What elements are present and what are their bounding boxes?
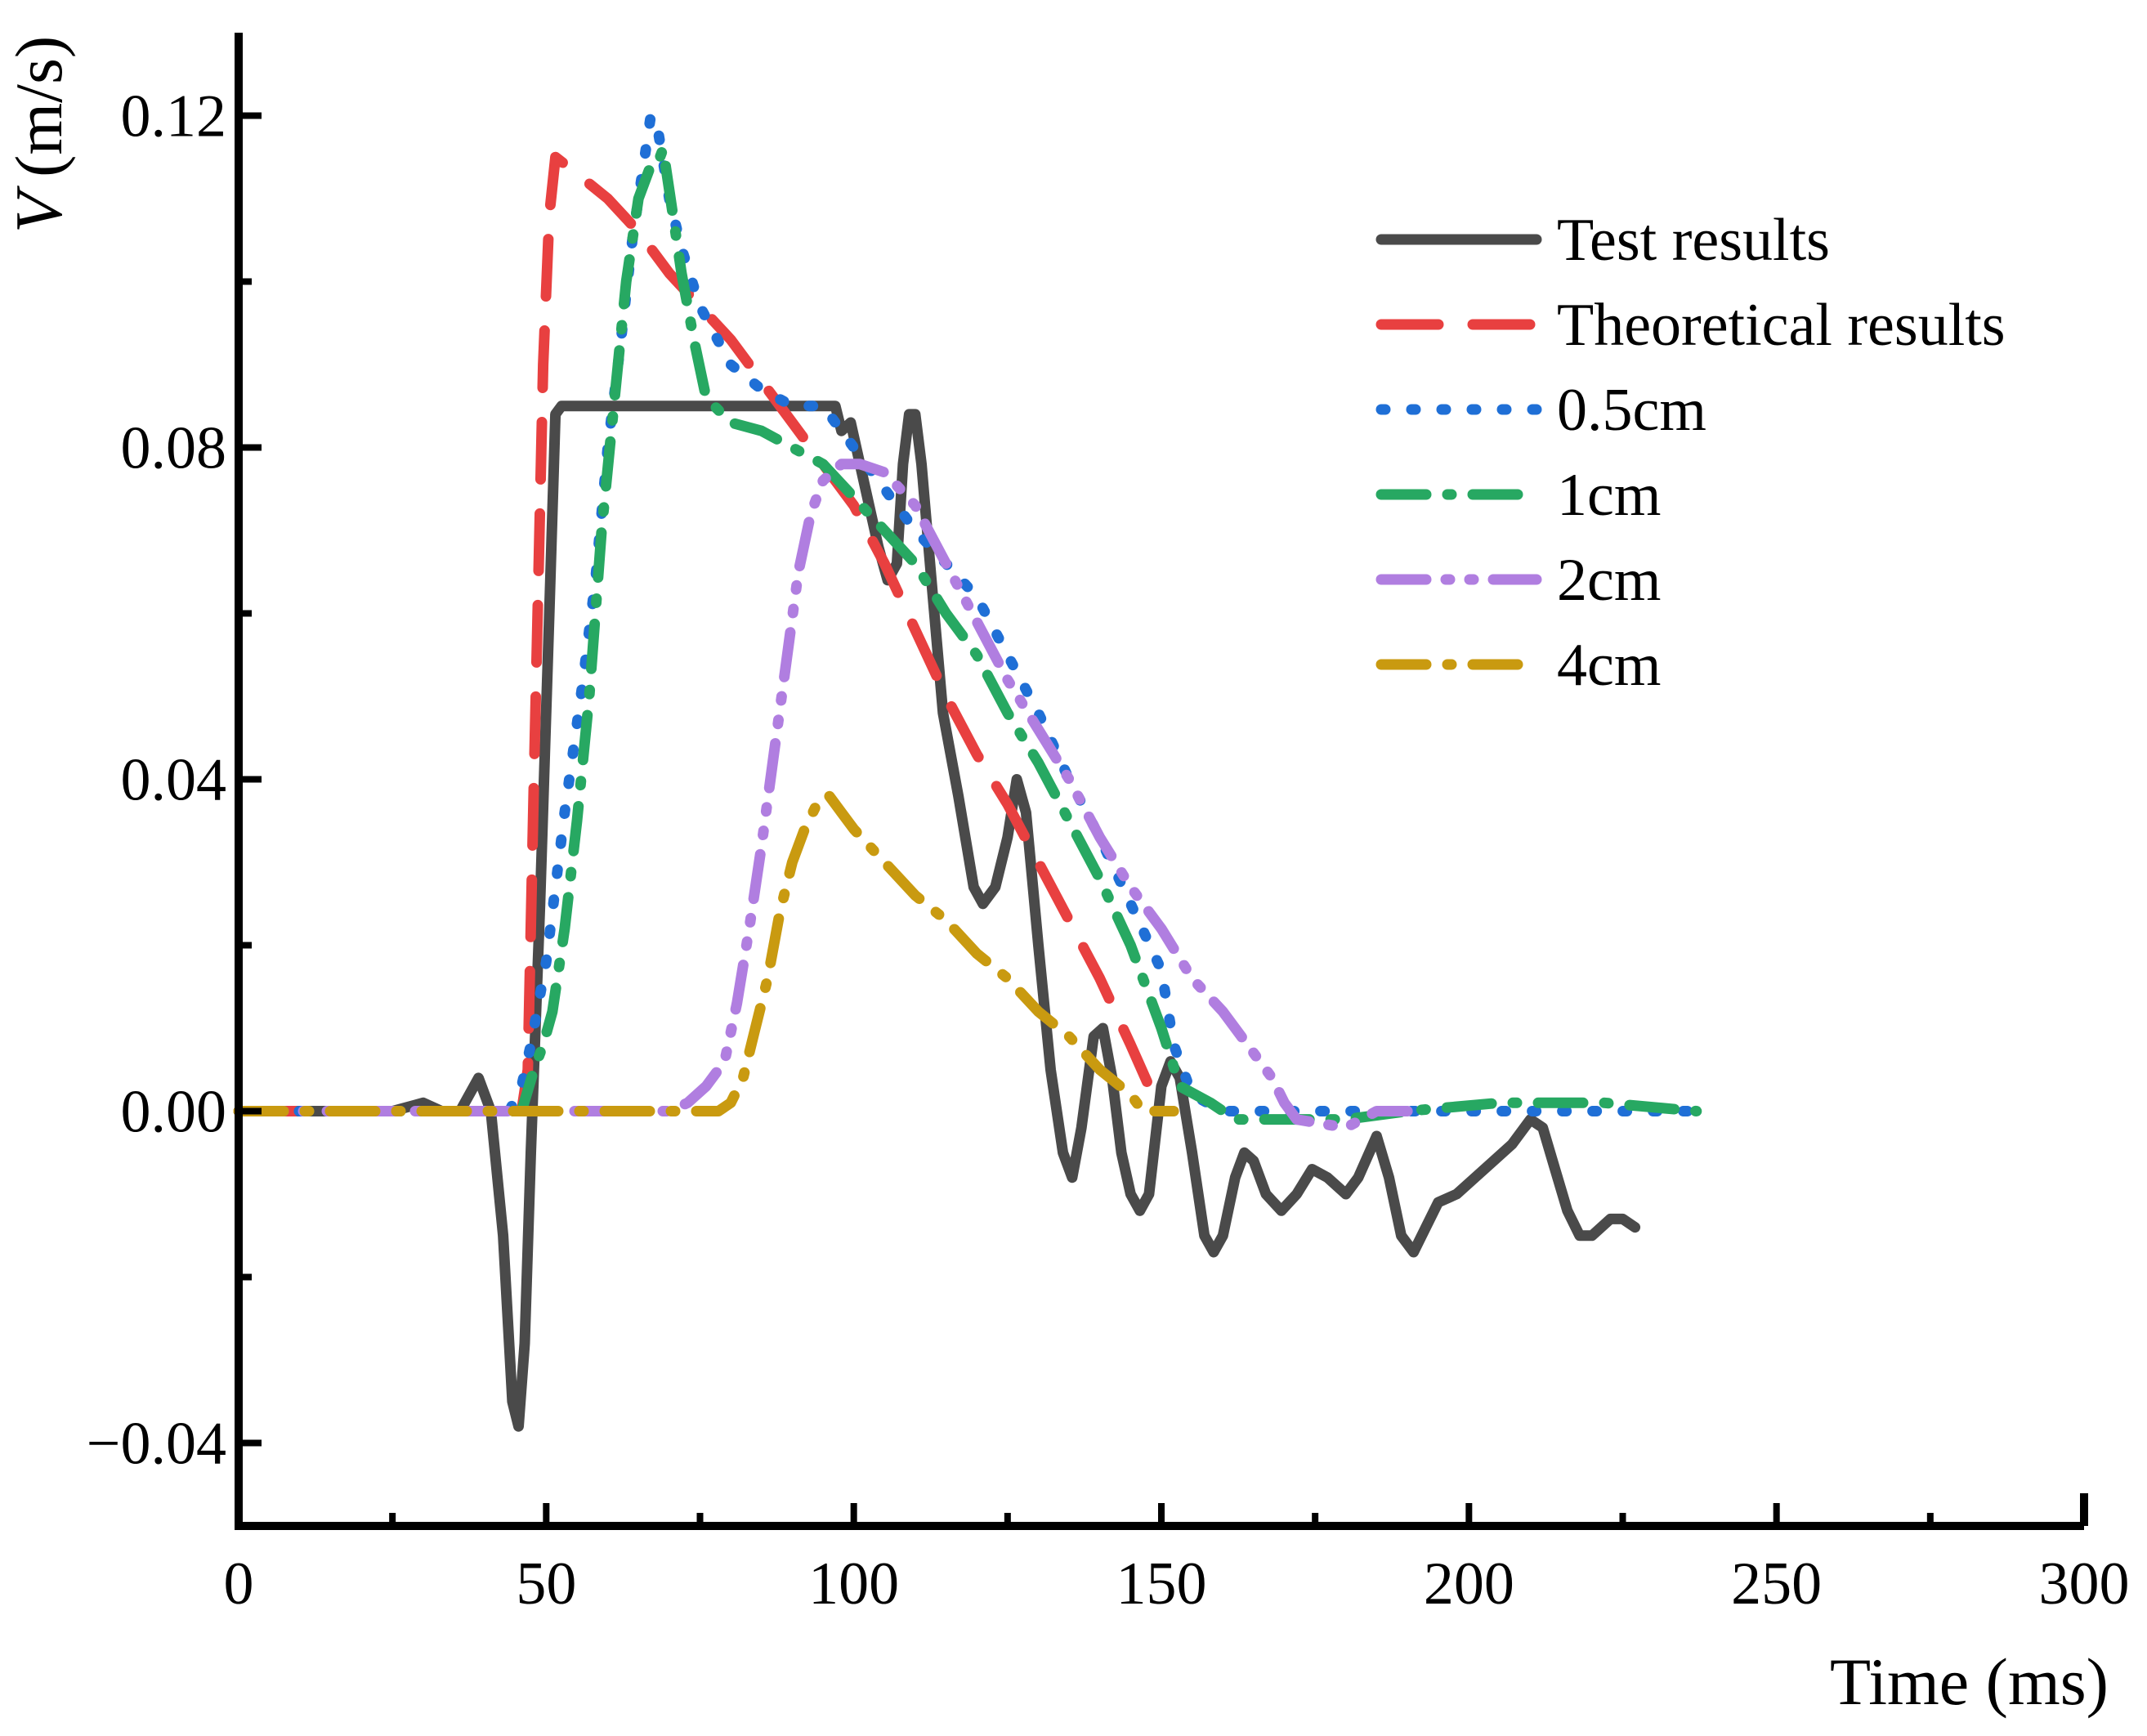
legend-label-0: Test results bbox=[1557, 207, 1830, 274]
series-layer bbox=[233, 110, 1702, 1432]
series-line-1 bbox=[233, 151, 1161, 1116]
series-line-0 bbox=[233, 400, 1641, 1432]
series-line-5 bbox=[233, 790, 1179, 1116]
x-axis-title: Time (ms) bbox=[1830, 1644, 2109, 1719]
y-tick-label: −0.04 bbox=[87, 1411, 226, 1478]
series-line-2 bbox=[233, 110, 1702, 1116]
x-tick-label: 250 bbox=[1731, 1550, 1822, 1617]
y-axis-symbol: V bbox=[2, 186, 76, 233]
legend: Test results Theoretical results 0.5cm 1cm 2… bbox=[1375, 207, 2006, 699]
legend-label-5: 4cm bbox=[1557, 632, 1661, 699]
y-axis-unit: (m/s) bbox=[2, 36, 76, 177]
legend-label-1: Theoretical results bbox=[1557, 292, 2006, 359]
x-tick-label: 50 bbox=[516, 1550, 576, 1617]
y-tick-label: 0.12 bbox=[121, 83, 227, 150]
x-tick-label: 300 bbox=[2039, 1550, 2130, 1617]
series-line-4 bbox=[233, 459, 1413, 1134]
x-tick-label: 200 bbox=[1424, 1550, 1514, 1617]
series-line-3 bbox=[233, 143, 1702, 1125]
y-tick-label: 0.04 bbox=[121, 747, 227, 814]
y-axis-title: V (m/s) bbox=[2, 36, 76, 233]
y-tick-label: 0.08 bbox=[121, 415, 227, 482]
x-tick-label: 100 bbox=[808, 1550, 899, 1617]
legend-label-3: 1cm bbox=[1557, 462, 1661, 529]
ticks-layer: 0 50 100 150 200 250 300 −0.04 0.00 0.04 0.08 0.12 bbox=[87, 83, 2130, 1618]
legend-label-2: 0.5cm bbox=[1557, 377, 1706, 444]
x-tick-label: 150 bbox=[1116, 1550, 1207, 1617]
x-tick-label: 0 bbox=[224, 1550, 254, 1617]
y-tick-label: 0.00 bbox=[121, 1079, 227, 1146]
legend-label-4: 2cm bbox=[1557, 547, 1661, 614]
